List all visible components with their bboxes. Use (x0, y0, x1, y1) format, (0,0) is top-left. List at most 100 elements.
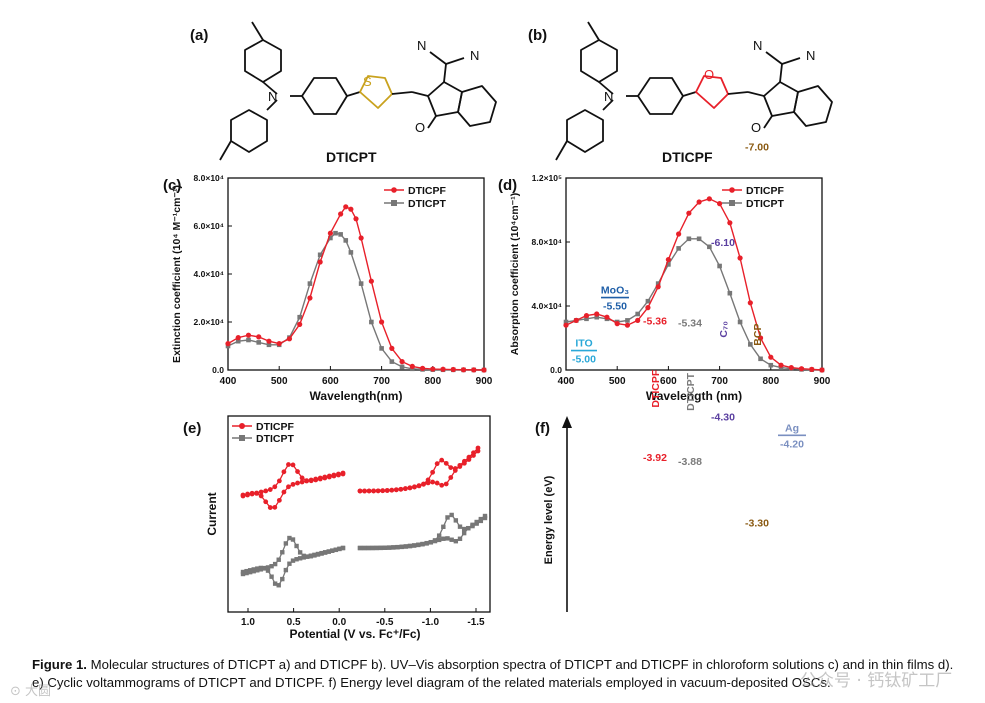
data-point-dticpf (379, 319, 385, 325)
cv-point-dticpt (436, 533, 442, 538)
cv-point-dticpt (386, 545, 392, 550)
data-point-dticpf (419, 365, 426, 371)
cv-point-dticpt (478, 516, 484, 522)
y-tick-label: 6.0×10⁴ (194, 221, 224, 231)
caption-label: Figure 1. (32, 657, 87, 672)
atom-n-cyano: N (753, 38, 762, 53)
data-point-dticpt (625, 318, 630, 323)
y-axis-label: Absorption coefficient (10⁴cm⁻¹) (509, 193, 521, 355)
cv-point-dticpf (313, 477, 319, 483)
level-name-6: Ag (785, 422, 799, 434)
x-tick-label: 700 (373, 376, 390, 387)
cv-point-dticpf (240, 493, 246, 499)
data-point-dticpt (246, 337, 251, 343)
cv-point-dticpt (301, 553, 306, 559)
cv-point-dticpt (294, 543, 299, 549)
cv-point-dticpf (412, 484, 417, 490)
legend-marker-dticpt (729, 200, 735, 206)
data-point-dticpf (583, 313, 590, 319)
cv-point-dticpf (416, 483, 422, 489)
level-name-0: ITO (575, 338, 592, 350)
watermark-right: 公众号 · 钙钛矿工厂 (800, 671, 953, 691)
data-point-dticpt (748, 342, 753, 347)
level-value-6: -4.20 (780, 438, 804, 450)
cv-point-dticpf (398, 486, 404, 492)
cv-point-dticpt (399, 544, 404, 550)
cv-point-dticpt (461, 526, 467, 532)
legend-marker-dticpf (729, 187, 735, 193)
data-point-dticpt (333, 230, 338, 236)
cv-point-dticpt (416, 542, 421, 547)
data-point-dticpt (584, 316, 589, 322)
watermark-left: ⊙ 大圆 (10, 684, 52, 699)
data-point-dticpf (614, 321, 620, 327)
x-tick-label: 600 (660, 376, 677, 387)
cv-point-dticpt (403, 544, 409, 549)
x-tick-label: 900 (814, 376, 831, 387)
data-point-dticpf (409, 363, 415, 369)
legend-label-dticpt: DTICPT (256, 433, 295, 445)
y-tick-label: 2.0×10⁴ (194, 317, 224, 327)
data-point-dticpt (707, 244, 712, 250)
cv-point-dticpf (430, 479, 436, 485)
lumo-value-3: -3.88 (678, 456, 702, 468)
cv-point-dticpt (482, 513, 488, 519)
cv-point-dticpf (272, 504, 278, 510)
cv-point-dticpf (362, 488, 367, 494)
cv-point-dticpf (421, 481, 426, 487)
data-point-dticpf (343, 204, 349, 210)
data-point-dticpf (809, 366, 815, 372)
x-tick-label: 800 (762, 376, 779, 387)
cv-point-dticpf (402, 486, 408, 491)
data-point-dticpf (757, 335, 764, 341)
x-tick-label: 0.0 (332, 617, 346, 628)
data-point-dticpt (594, 314, 600, 320)
cv-point-dticpf (434, 480, 440, 486)
cv-point-dticpt (319, 551, 324, 556)
series-line-dticpt (227, 232, 485, 371)
data-point-dticpf (266, 338, 272, 344)
cv-point-dticpt (453, 518, 459, 523)
data-point-dticpt (645, 298, 651, 304)
cv-point-dticpt (453, 538, 459, 544)
legend-marker-dticpt (391, 200, 397, 206)
data-point-dticpt (338, 232, 343, 237)
data-point-dticpt (343, 238, 349, 243)
cv-point-dticpf (384, 488, 390, 493)
data-point-dticpf (768, 354, 774, 360)
cv-point-dticpt (445, 515, 450, 520)
cv-point-dticpt (436, 537, 442, 543)
cv-point-dticpf (366, 488, 372, 494)
cv-point-dticpt (308, 554, 314, 559)
energy-diagram: (f) Energy level (eV) ITO -5.00 MoO₃ -5.50 -… (535, 142, 806, 612)
cv-point-dticpf (439, 457, 445, 463)
level-value-0: -5.00 (572, 354, 596, 366)
panel-label-e: (e) (183, 420, 201, 437)
data-point-dticpf (635, 317, 641, 323)
legend-label-dticpf: DTICPF (408, 185, 447, 197)
cv-point-dticpf (475, 445, 481, 451)
level-value-1: -5.50 (603, 301, 627, 313)
cv-point-dticpt (411, 543, 417, 548)
data-point-dticpf (256, 334, 262, 340)
y-tick-label: 1.2×10⁵ (532, 173, 562, 183)
level-name-4: C₇₀ (718, 321, 730, 338)
legend: DTICPF DTICPT (232, 421, 295, 445)
data-point-dticpt (307, 281, 313, 286)
cv-point-dticpt (340, 545, 346, 551)
cv-point-dticpf (443, 481, 449, 487)
cv-point-dticpt (424, 540, 429, 546)
cv-point-dticpf (331, 473, 337, 479)
cv-point-dticpt (251, 569, 256, 574)
x-tick-label: 800 (424, 376, 441, 387)
y-axis-label: Extinction coefficient (10⁴ M⁻¹cm⁻¹) (171, 185, 183, 363)
cv-point-dticpf (461, 458, 467, 464)
cv-point-dticpf (258, 489, 264, 495)
data-point-dticpf (286, 336, 293, 342)
data-point-dticpf (297, 321, 303, 327)
data-point-dticpt (563, 319, 569, 325)
cv-point-dticpt (457, 536, 463, 541)
figure-caption: Figure 1. Molecular structures of DTICPT… (32, 656, 967, 692)
data-point-dticpt (399, 364, 405, 370)
lumo-value-5: -3.30 (745, 518, 769, 530)
